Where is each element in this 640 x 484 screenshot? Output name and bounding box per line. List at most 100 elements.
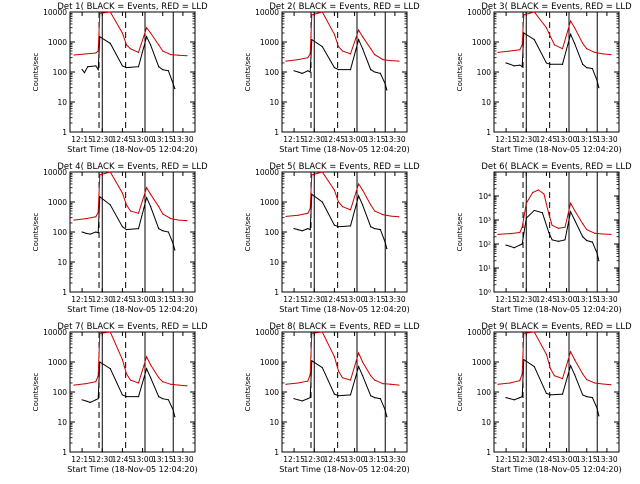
panel-6-data-point [596, 252, 598, 255]
panel-3-ytick-label: 1000 [472, 38, 491, 47]
panel-4-data-point [121, 192, 124, 194]
panel-8-ytick-label: 1 [274, 448, 279, 457]
panel-6-xtick-label: 13:30 [596, 295, 618, 304]
panel-4-data-point [172, 243, 174, 245]
panel-3-ytick-label: 1 [486, 128, 491, 137]
panel-5-data-point [321, 171, 323, 173]
panel-2-xtick-label: 13:00 [344, 135, 366, 144]
panel-4-data-point [95, 216, 97, 218]
panel-3-data-point [574, 42, 576, 44]
panel-3-axes-frame [493, 11, 620, 133]
panel-9-xtick-label: 12:45 [536, 455, 558, 464]
panel-6-xtick-label: 12:45 [536, 295, 558, 304]
panel-6-xlabel: Start Time (18-Nov-05 12:04:20) [491, 305, 621, 314]
panel-6-ytick-label: 10² [478, 240, 491, 249]
panel-5-data-point [386, 247, 388, 250]
panel-5-xtick-label: 12:15 [283, 295, 305, 304]
panel-1-data-point [170, 54, 172, 56]
panel-9-data-point [596, 407, 598, 410]
panel-1-data-point [150, 32, 152, 34]
panel-6-data-point [557, 227, 560, 229]
panel-3-data-point [582, 63, 584, 65]
panel-3-xtick-label: 13:30 [596, 135, 618, 144]
panel-9-data-point [519, 397, 521, 399]
panel-3-data-point [521, 66, 523, 68]
panel-3-data-point [509, 63, 511, 65]
panel-9-series-lld-red [497, 331, 611, 386]
panel-5-data-point [379, 229, 381, 231]
panel-9-xtick-label: 13:15 [576, 455, 598, 464]
panel-6-data-point [551, 239, 553, 241]
panel-8-xtick-label: 12:15 [283, 455, 305, 464]
panel-3-data-point [519, 64, 521, 66]
panel-1-ylabel: Counts/sec [32, 53, 40, 92]
panel-4-xtick-label: 13:00 [132, 295, 154, 304]
panel-6-data-point [497, 233, 499, 236]
panel-7-data-point [81, 399, 83, 401]
panel-8-xlabel: Start Time (18-Nov-05 12:04:20) [279, 465, 409, 474]
panel-6-data-point [598, 260, 600, 262]
panel-1-data-point [158, 66, 160, 68]
panel-6-data-point [543, 193, 545, 195]
panel-2-ytick-label: 10000 [255, 8, 279, 17]
panel-6-data-point [509, 245, 511, 247]
panel-6-data-point [519, 244, 521, 246]
panel-5-data-point [307, 212, 309, 214]
panel-2-ytick-label: 10 [269, 98, 279, 107]
panel-2-data-point [379, 72, 381, 74]
panel-5-data-point [358, 183, 360, 185]
panel-7-data-point [158, 377, 160, 379]
panel-4-data-point [158, 206, 160, 208]
panel-7-data-point [170, 383, 172, 385]
panel-6-data-point [564, 226, 566, 228]
panel-4-data-point [158, 227, 160, 230]
panel-1-ytick-label: 10 [57, 98, 67, 107]
panel-6-data-point [574, 219, 576, 221]
panel-6-data-point [582, 236, 584, 238]
panel-7-ytick-label: 1 [62, 448, 67, 457]
panel-1-data-point [109, 42, 111, 44]
panel-1-data-point [97, 69, 99, 71]
panel-9-data-point [582, 394, 584, 396]
panel-2-data-point [382, 58, 384, 61]
panel-3-data-point [586, 67, 588, 69]
panel-9-xtick-label: 12:15 [495, 455, 517, 464]
panel-8-data-point [297, 382, 299, 384]
panel-5-ytick-label: 10 [269, 258, 279, 267]
panel-5-data-point [309, 208, 311, 210]
panel-8-data-point [370, 395, 372, 397]
panel-9-data-point [545, 392, 548, 394]
panel-3-data-point [602, 53, 604, 55]
panel-2-data-point [301, 72, 303, 74]
panel-8-xtick-label: 13:30 [384, 455, 406, 464]
panel-9-data-point [570, 365, 572, 367]
panel-2-data-point [333, 67, 336, 69]
panel-6-xtick-label: 13:00 [556, 295, 578, 304]
panel-1-data-point [172, 83, 174, 85]
panel-9-data-point [582, 373, 584, 375]
panel-2-data-point [384, 83, 386, 85]
panel-3-series-lld-red [497, 11, 611, 56]
panel-7-data-point [95, 381, 97, 383]
panel-8-ytick-label: 10 [269, 418, 279, 427]
panel-8-xtick-label: 13:00 [344, 455, 366, 464]
panel-8-data-point [382, 383, 384, 385]
panel-1-data-point [158, 44, 160, 46]
panel-3-data-point [533, 39, 535, 41]
panel-3-data-point [521, 44, 523, 46]
panel-8-data-point [333, 356, 336, 358]
panel-6-data-point [610, 233, 612, 236]
panel-6-data-point [564, 239, 566, 241]
panel-6-data-point [521, 226, 523, 228]
panel-6-ylabel: Counts/sec [456, 213, 464, 252]
panel-3-data-point [505, 62, 507, 64]
panel-1-data-point [109, 11, 111, 13]
panel-1-xtick-label: 12:30 [91, 135, 113, 144]
panel-4-data-point [95, 231, 97, 233]
panel-4-data-point [125, 229, 128, 231]
panel-6-data-point [525, 217, 527, 219]
panel-3-xtick-label: 13:15 [576, 135, 598, 144]
panel-2-xtick-label: 13:15 [364, 135, 386, 144]
panel-1-xtick-label: 12:45 [112, 135, 134, 144]
